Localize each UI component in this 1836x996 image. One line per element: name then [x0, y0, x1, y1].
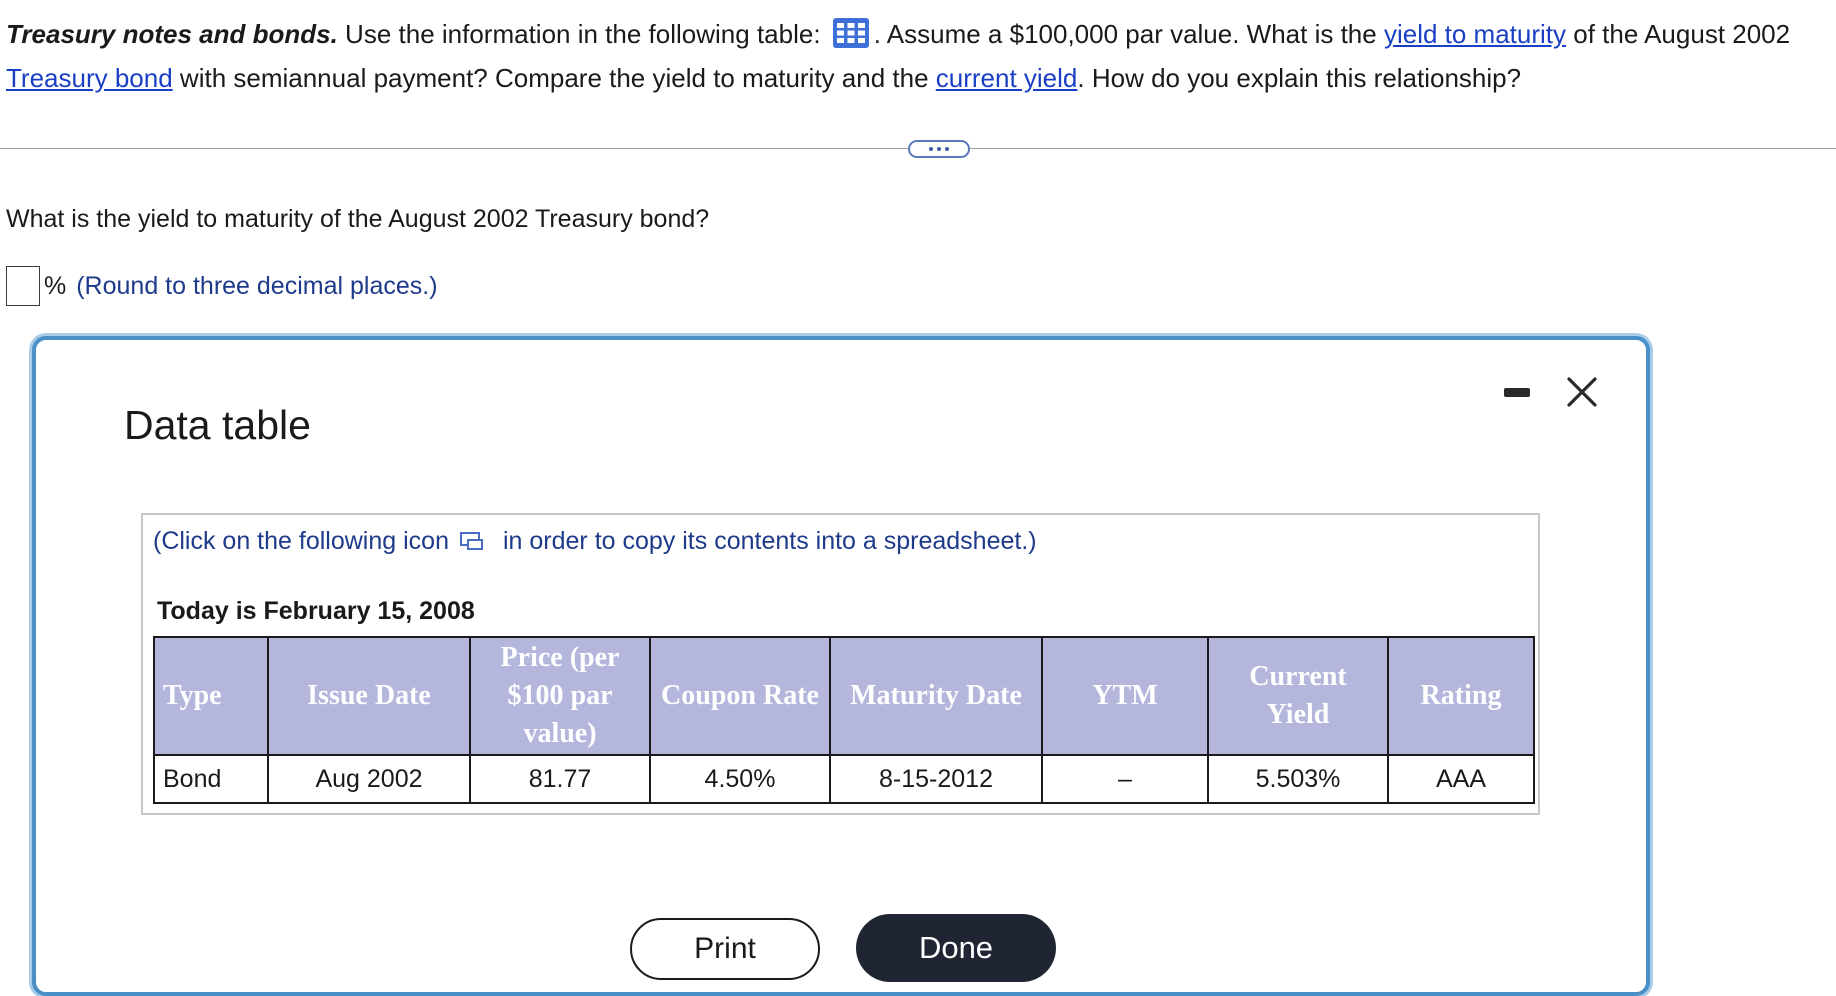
answer-row: % (Round to three decimal places.): [6, 266, 438, 306]
question-text: Treasury notes and bonds. Use the inform…: [6, 12, 1821, 100]
cell-current-yield: 5.503%: [1207, 754, 1389, 804]
cell-coupon-rate: 4.50%: [649, 754, 831, 804]
answer-suffix: % (Round to three decimal places.): [44, 272, 438, 301]
more-dot-icon: [937, 147, 941, 151]
data-table-dialog: Data table (Click on the following icon …: [32, 336, 1650, 996]
header-type: Type: [153, 636, 269, 756]
print-button[interactable]: Print: [630, 918, 820, 980]
header-rating: Rating: [1387, 636, 1535, 756]
question-segment: . Assume a $100,000 par value. What is t…: [873, 19, 1384, 49]
done-button[interactable]: Done: [856, 914, 1056, 982]
more-dot-icon: [929, 147, 933, 151]
copy-instruction: (Click on the following icon in order to…: [153, 527, 1037, 556]
cell-maturity-date: 8-15-2012: [829, 754, 1043, 804]
table-header-row: Type Issue Date Price (per $100 par valu…: [153, 636, 1535, 756]
table-row: Bond Aug 2002 81.77 4.50% 8-15-2012 – 5.…: [153, 754, 1535, 804]
link-yield-to-maturity[interactable]: yield to maturity: [1383, 19, 1567, 49]
cell-ytm: –: [1041, 754, 1209, 804]
link-treasury-bond[interactable]: Treasury bond: [6, 63, 173, 93]
question-segment: with semiannual payment? Compare the yie…: [172, 63, 936, 93]
header-price: Price (per $100 par value): [469, 636, 651, 756]
header-maturity-date: Maturity Date: [829, 636, 1043, 756]
question-segment: . How do you explain this relationship?: [1077, 63, 1522, 93]
expand-more-button[interactable]: [908, 140, 970, 158]
copy-instruction-before: (Click on the following icon: [153, 527, 449, 555]
header-coupon-rate: Coupon Rate: [649, 636, 831, 756]
question-segment: Use the information in the following tab…: [337, 19, 828, 49]
cell-issue-date: Aug 2002: [267, 754, 471, 804]
more-dot-icon: [945, 147, 949, 151]
copy-instruction-after: in order to copy its contents into a spr…: [502, 527, 1037, 555]
data-panel: (Click on the following icon in order to…: [141, 513, 1540, 815]
cell-price: 81.77: [469, 754, 651, 804]
rounding-hint: (Round to three decimal places.): [76, 271, 438, 300]
header-current-yield: Current Yield: [1207, 636, 1389, 756]
header-ytm: YTM: [1041, 636, 1209, 756]
percent-unit: %: [44, 271, 67, 300]
grid-table-icon[interactable]: [832, 17, 870, 49]
sub-question: What is the yield to maturity of the Aug…: [6, 205, 710, 233]
question-title: Treasury notes and bonds.: [6, 19, 338, 49]
close-icon[interactable]: [1564, 374, 1600, 410]
header-issue-date: Issue Date: [267, 636, 471, 756]
minimize-icon[interactable]: [1500, 374, 1536, 410]
today-date: Today is February 15, 2008: [157, 597, 475, 625]
dialog-title: Data table: [124, 402, 311, 448]
cell-type: Bond: [153, 754, 269, 804]
answer-input[interactable]: [6, 266, 40, 306]
copy-to-spreadsheet-icon[interactable]: [459, 530, 487, 554]
cell-rating: AAA: [1387, 754, 1535, 804]
question-segment: of the August 2002: [1566, 19, 1791, 49]
bond-data-table: Type Issue Date Price (per $100 par valu…: [153, 636, 1535, 804]
link-current-yield[interactable]: current yield: [935, 63, 1078, 93]
